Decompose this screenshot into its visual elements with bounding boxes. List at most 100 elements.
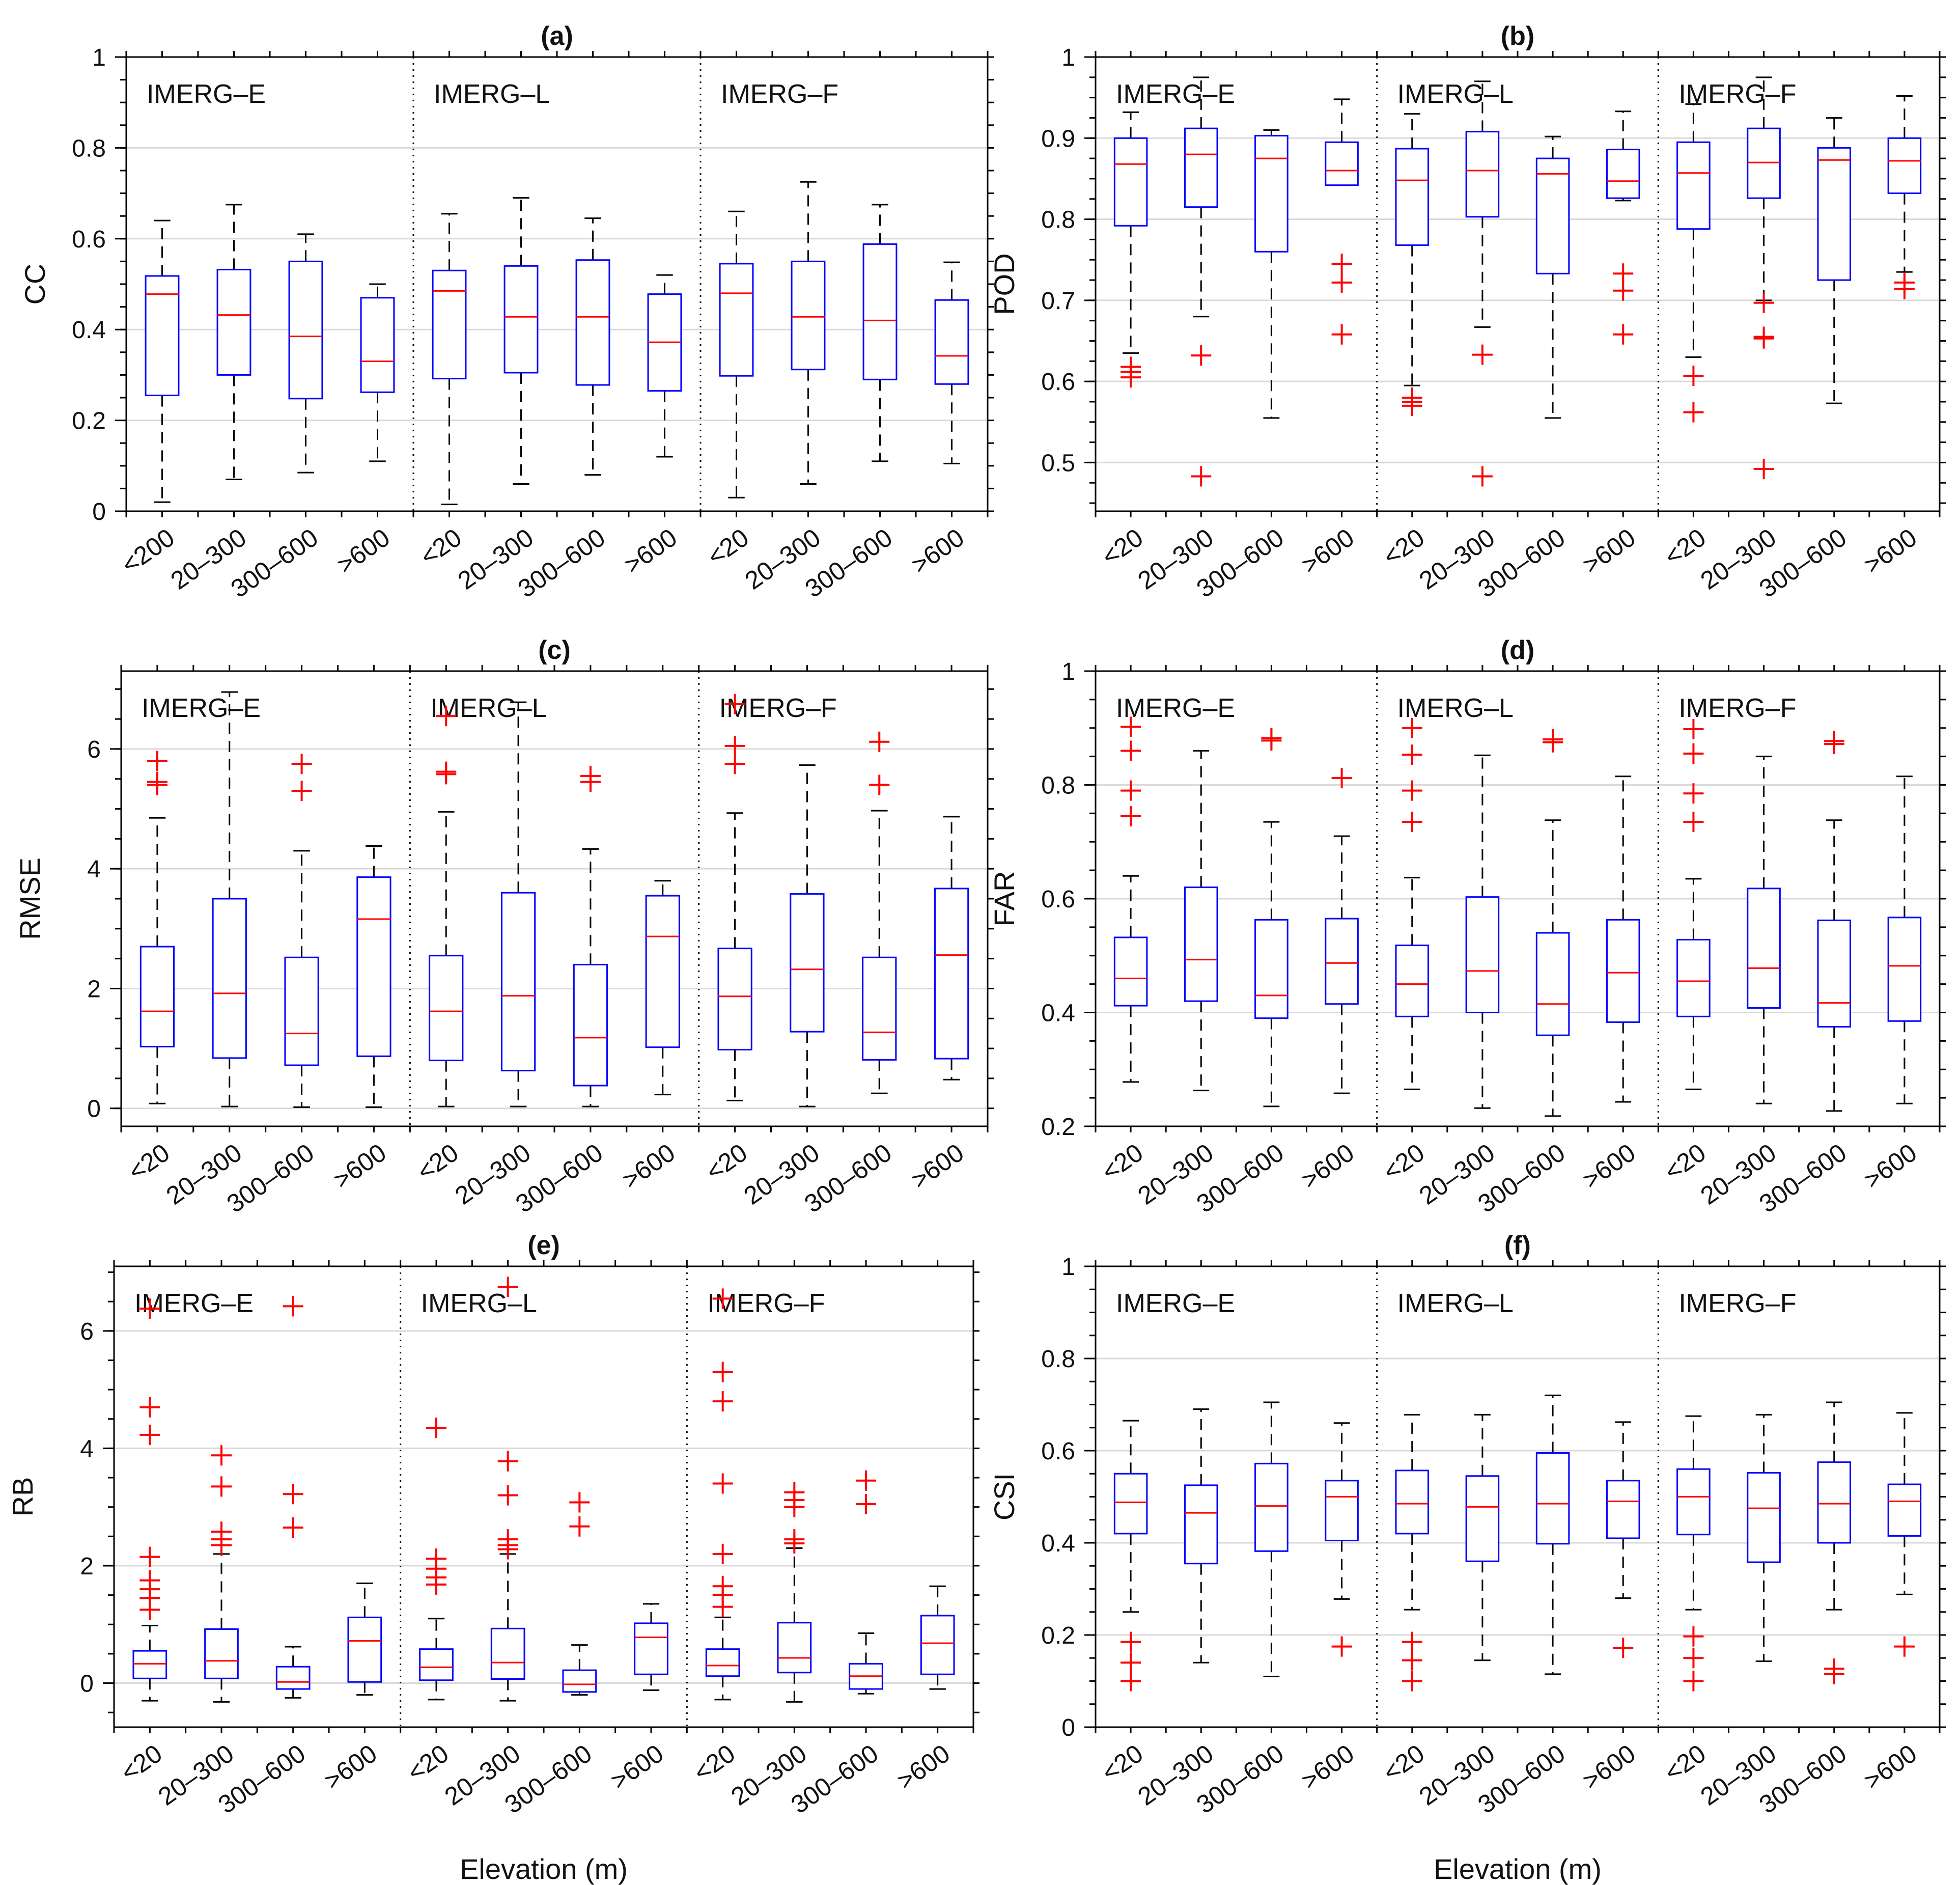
box-3 xyxy=(1325,98,1359,345)
outlier-marker xyxy=(1472,344,1493,365)
iqr-box xyxy=(347,1616,382,1683)
y-tick-label: 0.9 xyxy=(1041,125,1075,152)
box-11 xyxy=(1887,1412,1922,1657)
outlier-marker xyxy=(1121,1652,1141,1673)
panel-title: (a) xyxy=(541,21,573,51)
iqr-box xyxy=(429,955,464,1062)
outlier-marker xyxy=(1191,466,1212,487)
outlier-marker xyxy=(211,1445,232,1466)
outlier-marker xyxy=(1331,768,1352,789)
iqr-box xyxy=(503,265,539,374)
y-tick-label: 0.6 xyxy=(1041,886,1075,913)
y-tick-label: 2 xyxy=(80,1553,94,1580)
box-3 xyxy=(347,1583,382,1696)
iqr-box xyxy=(432,269,467,380)
iqr-box xyxy=(356,876,391,1057)
x-tick-label: >600 xyxy=(319,1739,382,1795)
x-axis-label: Elevation (m) xyxy=(1434,1853,1602,1885)
y-axis-label: CSI xyxy=(988,1473,1020,1520)
iqr-box xyxy=(1606,919,1640,1023)
iqr-box xyxy=(490,1627,525,1680)
iqr-box xyxy=(1676,938,1711,1017)
iqr-box xyxy=(1113,1473,1148,1535)
y-tick-label: 0 xyxy=(92,498,106,525)
outlier-marker xyxy=(712,1288,733,1309)
outlier-marker xyxy=(139,1599,160,1620)
outlier-marker xyxy=(139,1424,160,1445)
iqr-box xyxy=(1887,137,1922,195)
box-1 xyxy=(204,1445,239,1703)
iqr-box xyxy=(1887,917,1922,1022)
box-11 xyxy=(1887,95,1922,299)
outlier-marker xyxy=(869,731,890,752)
y-tick-label: 0 xyxy=(1061,1714,1075,1741)
box-10 xyxy=(862,731,897,1094)
iqr-box xyxy=(705,1648,740,1677)
outlier-marker xyxy=(856,1470,876,1491)
iqr-box xyxy=(719,263,754,377)
iqr-box xyxy=(216,268,251,376)
box-11 xyxy=(1887,775,1922,1104)
y-tick-label: 6 xyxy=(87,736,101,763)
iqr-box xyxy=(1254,919,1289,1019)
box-11 xyxy=(920,1585,955,1690)
x-tick-label: <20 xyxy=(1659,1138,1711,1186)
box-7 xyxy=(645,880,680,1096)
y-axis-label: FAR xyxy=(988,871,1020,927)
x-tick-label: >600 xyxy=(1859,523,1922,579)
iqr-box xyxy=(920,1615,955,1675)
box-2 xyxy=(288,233,323,474)
iqr-box xyxy=(500,892,536,1072)
outlier-marker xyxy=(1402,717,1422,738)
outlier-marker xyxy=(147,774,167,795)
iqr-box xyxy=(1113,936,1148,1007)
outlier-marker xyxy=(712,1543,733,1564)
group-label: IMERG–L xyxy=(421,1289,537,1318)
box-2 xyxy=(1254,728,1289,1107)
iqr-box xyxy=(573,963,608,1087)
outlier-marker xyxy=(1121,367,1141,388)
outlier-marker xyxy=(1824,1664,1844,1684)
x-tick-label: >600 xyxy=(605,1739,668,1795)
outlier-marker xyxy=(1613,263,1634,284)
iqr-box xyxy=(1535,157,1570,274)
outlier-marker xyxy=(724,694,745,714)
group-label: IMERG–L xyxy=(430,694,546,723)
x-tick-label: >600 xyxy=(1577,523,1640,579)
outlier-marker xyxy=(1331,324,1352,345)
group-label: IMERG–E xyxy=(134,1289,254,1318)
iqr-box xyxy=(1325,918,1359,1005)
outlier-marker xyxy=(1402,395,1422,416)
iqr-box xyxy=(791,260,826,371)
axes-frame xyxy=(113,1265,974,1728)
outlier-marker xyxy=(1683,1671,1704,1692)
box-7 xyxy=(647,274,682,458)
iqr-box xyxy=(1254,1462,1289,1552)
group-label: IMERG–F xyxy=(719,694,837,723)
outlier-marker xyxy=(712,1596,733,1617)
outlier-marker xyxy=(1402,780,1422,801)
iqr-box xyxy=(419,1648,454,1681)
y-tick-label: 0.4 xyxy=(1041,1530,1075,1557)
outlier-marker xyxy=(1683,743,1704,764)
x-tick-label: >600 xyxy=(619,523,682,579)
box-2 xyxy=(1254,129,1289,419)
box-2 xyxy=(284,754,319,1108)
outlier-marker xyxy=(139,1298,160,1319)
iqr-box xyxy=(1887,1483,1922,1537)
outlier-marker xyxy=(1121,740,1141,761)
box-10 xyxy=(1817,117,1852,404)
y-axis-label: RB xyxy=(7,1477,39,1517)
x-tick-label: <20 xyxy=(402,1739,454,1787)
outlier-marker xyxy=(1753,459,1774,480)
outlier-marker xyxy=(1331,254,1352,274)
box-1 xyxy=(216,204,251,481)
iqr-box xyxy=(284,956,319,1066)
box-8 xyxy=(719,210,754,498)
iqr-box xyxy=(1184,127,1218,208)
box-8 xyxy=(1676,1415,1711,1692)
panel-title: (b) xyxy=(1501,21,1534,51)
outlier-marker xyxy=(1683,402,1704,423)
box-8 xyxy=(1676,103,1711,423)
